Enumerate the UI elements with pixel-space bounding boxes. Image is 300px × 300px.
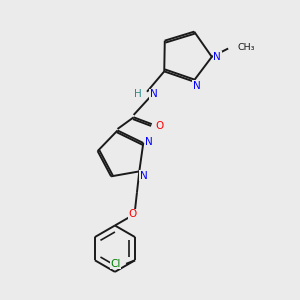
Text: O: O: [128, 209, 136, 219]
Text: CH₃: CH₃: [237, 43, 255, 52]
Text: N: N: [146, 137, 153, 147]
Text: N: N: [140, 171, 148, 181]
Text: H: H: [134, 89, 142, 99]
Text: N: N: [193, 81, 201, 91]
Text: O: O: [155, 121, 163, 130]
Text: Cl: Cl: [110, 259, 121, 269]
Text: N: N: [150, 89, 158, 99]
Text: N: N: [213, 52, 221, 62]
